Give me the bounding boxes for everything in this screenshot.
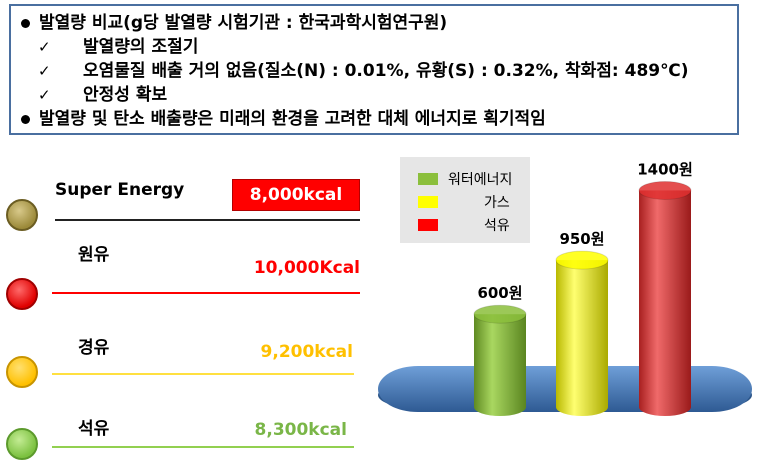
bullet-icon	[21, 115, 30, 124]
divider	[52, 446, 354, 448]
check-icon: ✓	[38, 62, 51, 80]
legend-item: 워터에너지	[418, 169, 512, 189]
crude-oil-circle-icon	[6, 278, 38, 310]
legend-swatch-gas	[418, 196, 438, 208]
bar-1: 600원	[473, 284, 527, 416]
petroleum-circle-icon	[6, 428, 38, 460]
super-energy-circle-icon	[6, 199, 38, 231]
legend-item: 가스	[418, 192, 510, 212]
divider	[52, 292, 360, 294]
bullet-icon	[21, 19, 30, 28]
bar-body	[639, 190, 691, 407]
check-icon: ✓	[38, 38, 51, 56]
fuel-name: 원유	[78, 245, 110, 265]
legend-label: 석유	[484, 218, 510, 234]
check-icon: ✓	[38, 86, 51, 104]
bar-bottom	[639, 398, 691, 416]
info-bullet-1: 발열량 비교(g당 발열량 시험기관 : 한국과학시험연구원)	[39, 13, 448, 33]
bar-top	[555, 250, 609, 270]
bar-3: 1400원	[637, 160, 693, 416]
divider	[52, 373, 354, 375]
fuel-value: 10,000Kcal	[253, 258, 360, 278]
data-label: 950원	[559, 230, 604, 248]
info-bullet-2: 발열량 및 탄소 배출량은 미래의 환경을 고려한 대체 에너지로 획기적임	[39, 109, 546, 129]
legend-item: 석유	[418, 215, 510, 235]
bar-top	[638, 180, 692, 200]
fuel-name: Super Energy	[55, 180, 185, 200]
bar-body	[556, 260, 608, 407]
fuel-value-badge: 8,000kcal	[232, 179, 360, 211]
fuel-value: 9,200kcal	[260, 342, 353, 362]
legend-swatch-oil	[418, 219, 438, 231]
info-box: 발열량 비교(g당 발열량 시험기관 : 한국과학시험연구원) ✓ 발열량의 조…	[9, 4, 739, 135]
bar-top	[473, 304, 527, 324]
divider	[55, 219, 360, 221]
legend-label: 가스	[484, 195, 510, 211]
fuel-name: 석유	[78, 419, 110, 439]
fuel-value: 8,000kcal	[249, 185, 343, 205]
legend-swatch-water	[418, 173, 438, 185]
fuel-name: 경유	[78, 338, 110, 358]
bar-body	[474, 314, 526, 407]
info-check-1: 발열량의 조절기	[83, 37, 199, 57]
diesel-circle-icon	[6, 356, 38, 388]
info-check-3: 안정성 확보	[83, 85, 168, 105]
info-check-2: 오염물질 배출 거의 없음(질소(N) : 0.01%, 유황(S) : 0.3…	[83, 61, 689, 81]
fuel-value: 8,300kcal	[254, 420, 347, 440]
chart-legend: 워터에너지 가스 석유	[400, 157, 530, 243]
bar-2: 950원	[555, 230, 609, 416]
legend-label: 워터에너지	[448, 172, 513, 188]
bar-bottom	[556, 398, 608, 416]
data-label: 600원	[477, 284, 522, 302]
bar-bottom	[474, 398, 526, 416]
data-label: 1400원	[637, 160, 693, 178]
